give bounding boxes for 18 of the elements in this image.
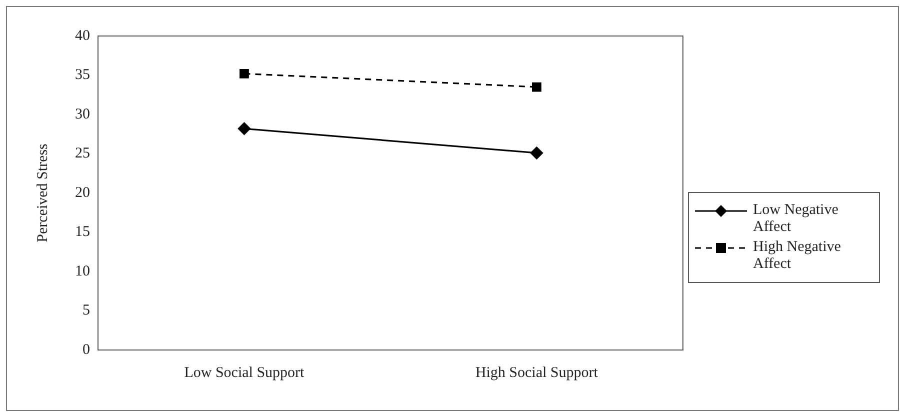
y-tick-label: 0 xyxy=(82,342,90,358)
point xyxy=(530,146,543,160)
point xyxy=(532,82,542,92)
x-tick-label: High Social Support xyxy=(475,364,599,381)
y-tick-label: 20 xyxy=(75,184,90,201)
y-tick-label: 40 xyxy=(75,28,90,44)
legend-label: Low Negative Affect xyxy=(753,202,840,236)
y-tick-label: 10 xyxy=(75,263,90,280)
y-tick-label: 35 xyxy=(75,67,90,84)
y-tick-label: 30 xyxy=(75,106,90,122)
y-axis-title: Perceived Stress xyxy=(34,143,51,242)
x-tick-label: Low Social Support xyxy=(184,364,306,381)
legend-label: High Negative Affect xyxy=(753,239,842,273)
y-tick-label: 5 xyxy=(82,302,90,319)
y-tick-label: 25 xyxy=(75,146,90,162)
point xyxy=(238,122,251,135)
point xyxy=(240,68,249,78)
y-tick-label: 15 xyxy=(75,224,90,240)
